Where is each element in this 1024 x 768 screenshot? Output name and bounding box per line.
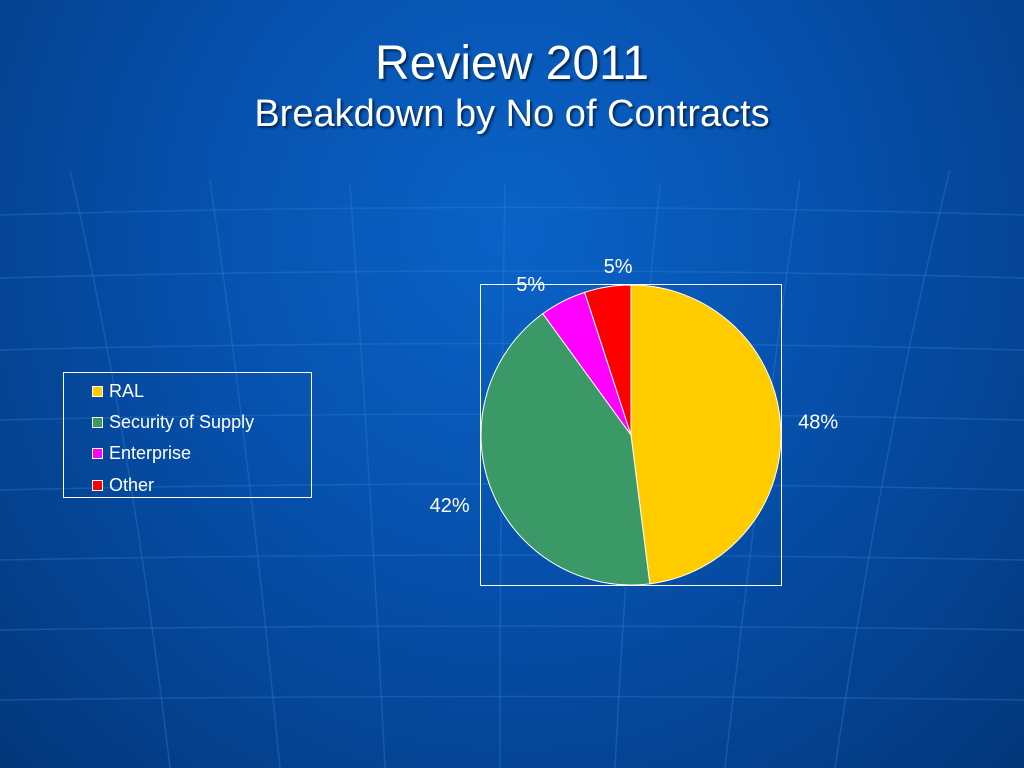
slide-title-block: Review 2011 Breakdown by No of Contracts — [0, 36, 1024, 136]
slide-subtitle: Breakdown by No of Contracts — [254, 93, 770, 135]
legend-label-security-of-supply: Security of Supply — [109, 411, 255, 432]
slide-title: Review 2011 — [375, 37, 649, 90]
data-label-other: 5% — [604, 256, 633, 278]
legend-item-other: Other — [92, 474, 154, 496]
legend-swatch-enterprise — [92, 447, 103, 459]
legend-item-enterprise: Enterprise — [92, 442, 191, 464]
legend-label-ral: RAL — [109, 380, 145, 401]
legend-label-enterprise: Enterprise — [109, 442, 192, 463]
chart-legend: RAL Security of Supply Enterprise Other — [63, 372, 312, 498]
data-label-security-of-supply: 42% — [430, 495, 470, 517]
legend-label-other: Other — [109, 474, 155, 495]
legend-swatch-ral — [92, 385, 103, 397]
data-label-enterprise: 5% — [516, 274, 545, 296]
legend-swatch-security-of-supply — [92, 416, 103, 428]
legend-item-security-of-supply: Security of Supply — [92, 411, 254, 433]
data-label-ral: 48% — [798, 412, 838, 434]
pie-slice-security-of-supply — [480, 312, 651, 586]
pie-slice-ral — [630, 284, 782, 585]
pie-slice-other — [584, 284, 632, 436]
legend-swatch-other — [92, 479, 103, 491]
legend-item-ral: RAL — [92, 380, 144, 402]
